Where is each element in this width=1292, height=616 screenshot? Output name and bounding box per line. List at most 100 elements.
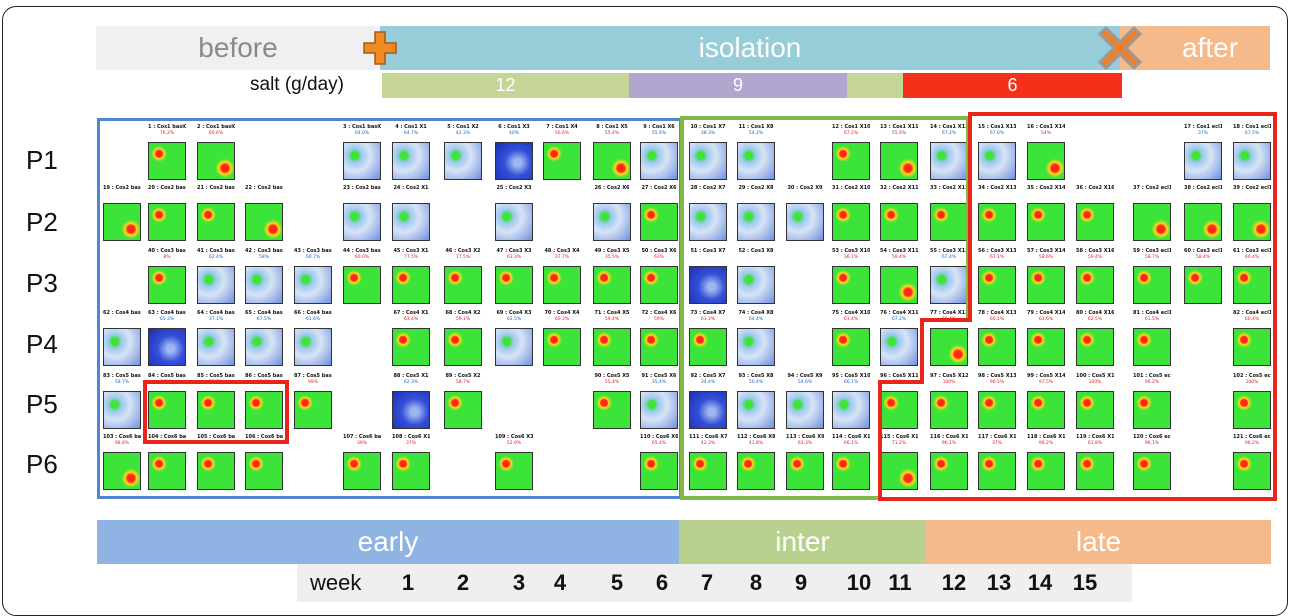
heatmap-cell-percent: 37% xyxy=(991,441,1002,446)
heatmap-cell-label: 115 : Cos6 X11 xyxy=(880,434,918,440)
heatmap-cell-percent: 96.5% xyxy=(989,380,1005,385)
heatmap-cell: 65 : Cos4 basi0567.5% xyxy=(245,310,283,366)
heatmap-thumbnail xyxy=(880,452,918,490)
heatmap-cell-percent: 65.4% xyxy=(651,441,667,446)
heatmap-thumbnail xyxy=(1233,391,1271,429)
heatmap-cell-label: 100 : Cos5 X16 xyxy=(1076,373,1114,379)
heatmap-cell-percent: 100% xyxy=(1245,380,1259,385)
heatmap-cell-label: 106 : Cos6 basi04 xyxy=(245,434,283,440)
heatmap-cell-percent: 78.2% xyxy=(208,380,224,385)
heatmap-cell: 76 : Cos4 X11 67.2% xyxy=(880,310,918,366)
heatmap-thumbnail xyxy=(978,266,1016,304)
heatmap-thumbnail xyxy=(197,266,235,304)
plus-icon xyxy=(363,31,397,65)
heatmap-thumbnail xyxy=(832,142,870,180)
heatmap-cell-percent: 36.1% xyxy=(843,255,859,260)
heatmap-cell: 35 : Cos2 X14 xyxy=(1027,185,1065,241)
heatmap-cell-label: 25 : Cos2 X3 xyxy=(496,185,532,191)
heatmap-thumbnail xyxy=(148,203,186,241)
heatmap-cell: 46 : Cos3 X2 77.5% xyxy=(444,248,482,304)
heatmap-thumbnail xyxy=(543,328,581,366)
heatmap-cell: 91 : Cos5 X6 35.4% xyxy=(640,373,678,429)
salt-6-segment: 6 xyxy=(903,73,1122,98)
heatmap-cell: 7 : Cos1 X4 56.6% xyxy=(543,124,581,180)
heatmap-thumbnail xyxy=(1027,452,1065,490)
heatmap-cell-percent: 63% xyxy=(653,255,664,260)
heatmap-cell-label: 9 : Cos1 X6 xyxy=(643,124,675,130)
week-number-8: 8 xyxy=(749,570,763,595)
heatmap-cell-percent: 67.4% xyxy=(941,255,957,260)
heatmap-cell: 44 : Cos3 basi0660.0% xyxy=(343,248,381,304)
heatmap-cell-label: 1 : Cos1 basi02 xyxy=(148,124,186,130)
heatmap-cell-percent: 56.6% xyxy=(554,131,570,136)
heatmap-cell-label: 70 : Cos4 X4 xyxy=(544,310,580,316)
week-number-14: 14 xyxy=(1027,570,1053,595)
heatmap-thumbnail xyxy=(640,266,678,304)
heatmap-cell-label: 71 : Cos4 X5 xyxy=(594,310,630,316)
heatmap-cell: 88 : Cos5 X1 62.3% xyxy=(392,373,430,429)
heatmap-thumbnail xyxy=(1076,452,1114,490)
heatmap-cell: 8 : Cos1 X5 55.4% xyxy=(593,124,631,180)
heatmap-thumbnail xyxy=(880,266,918,304)
heatmap-cell: 22 : Cos2 basi04 xyxy=(245,185,283,241)
heatmap-cell: 92 : Cos5 X7 34.4% xyxy=(689,373,727,429)
heatmap-cell-percent: 64.4% xyxy=(748,317,764,322)
heatmap-thumbnail xyxy=(786,203,824,241)
heatmap-cell: 108 : Cos6 X1 37% xyxy=(392,434,430,490)
heatmap-cell-label: 83 : Cos5 basi01 xyxy=(103,373,141,379)
heatmap-thumbnail xyxy=(978,328,1016,366)
heatmap-cell-label: 32 : Cos2 X11 xyxy=(880,185,918,191)
heatmap-thumbnail xyxy=(495,452,533,490)
heatmap-cell-label: 62 : Cos4 basi01 xyxy=(103,310,141,316)
heatmap-cell-percent: 60.4% xyxy=(1244,317,1260,322)
heatmap-cell-percent: 34.4% xyxy=(700,380,716,385)
salt-9-label: 9 xyxy=(732,75,743,95)
week-number-3: 3 xyxy=(512,570,526,595)
heatmap-thumbnail xyxy=(593,328,631,366)
heatmap-thumbnail xyxy=(343,452,381,490)
heatmap-cell: 61 : Cos3 ecl1860.4% xyxy=(1233,248,1271,304)
heatmap-cell-percent: 55.4% xyxy=(604,131,620,136)
heatmap-thumbnail xyxy=(930,391,968,429)
heatmap-cell-label: 96 : Cos5 X11 xyxy=(880,373,918,379)
heatmap-cell-percent: 67.2% xyxy=(941,131,957,136)
heatmap-thumbnail xyxy=(832,266,870,304)
heatmap-thumbnail xyxy=(930,328,968,366)
heatmap-cell: 62 : Cos4 basi01 xyxy=(103,310,141,366)
heatmap-cell-label: 43 : Cos3 basi05 xyxy=(294,248,332,254)
heatmap-cell-percent: 60.6% xyxy=(208,131,224,136)
heatmap-cell-percent: 96.1% xyxy=(941,441,957,446)
heatmap-cell-label: 92 : Cos5 X7 xyxy=(690,373,726,379)
week-number-7: 7 xyxy=(700,570,714,595)
heatmap-cell-percent: 58.6% xyxy=(1038,255,1054,260)
heatmap-thumbnail xyxy=(495,142,533,180)
heatmap-cell: 57 : Cos3 X14 58.6% xyxy=(1027,248,1065,304)
heatmap-cell: 112 : Cos6 X8 41.8% xyxy=(737,434,775,490)
heatmap-thumbnail xyxy=(978,203,1016,241)
heatmap-thumbnail xyxy=(495,266,533,304)
heatmap-cell-percent: 67.6% xyxy=(989,131,1005,136)
heatmap-cell-label: 76 : Cos4 X11 xyxy=(880,310,918,316)
heatmap-cell-percent: 76.2% xyxy=(159,131,175,136)
heatmap-thumbnail xyxy=(444,328,482,366)
heatmap-cell: 73 : Cos4 X7 63.3% xyxy=(689,310,727,366)
heatmap-cell-percent: 62.3% xyxy=(403,380,419,385)
heatmap-cell-percent: 71.2% xyxy=(891,441,907,446)
heatmap-cell: 111 : Cos6 X7 42.3% xyxy=(689,434,727,490)
heatmap-thumbnail xyxy=(343,266,381,304)
heatmap-cell-percent: 40% xyxy=(508,131,519,136)
heatmap-cell-label: 51 : Cos3 X7 xyxy=(690,248,726,254)
heatmap-cell-percent: 96.2% xyxy=(1144,380,1160,385)
heatmap-thumbnail xyxy=(978,391,1016,429)
heatmap-thumbnail xyxy=(1233,452,1271,490)
heatmap-thumbnail xyxy=(593,266,631,304)
heatmap-cell-percent: 61.4% xyxy=(843,317,859,322)
week-number-6: 6 xyxy=(655,570,669,595)
heatmap-thumbnail xyxy=(392,328,430,366)
heatmap-cell: 90 : Cos5 X5 55.4% xyxy=(593,373,631,429)
heatmap-thumbnail xyxy=(1027,203,1065,241)
heatmap-cell: 3 : Cos1 basi0664.0% xyxy=(343,124,381,180)
heatmap-thumbnail xyxy=(1133,203,1171,241)
